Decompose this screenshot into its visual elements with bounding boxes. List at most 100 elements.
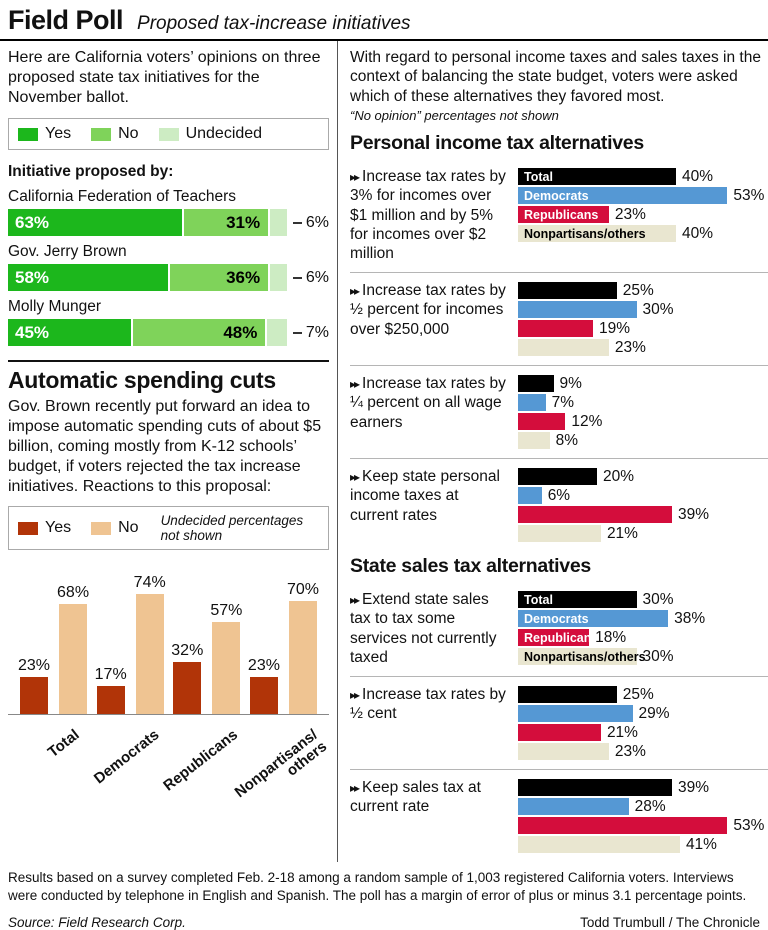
yes-swatch-icon bbox=[18, 521, 38, 535]
leader-tick-icon bbox=[292, 331, 302, 334]
yes-value: 23% bbox=[247, 656, 280, 674]
bar-group-democrats: 17% 74% bbox=[95, 574, 166, 714]
republicans-bar bbox=[518, 724, 601, 742]
total-bar bbox=[518, 282, 617, 300]
yes-value: 63% bbox=[15, 212, 50, 232]
no-bar bbox=[59, 603, 88, 714]
bar-inner-label: Total bbox=[524, 169, 553, 184]
bar-value: 38% bbox=[674, 609, 706, 627]
leader-tick-icon bbox=[292, 276, 302, 279]
bar-value: 40% bbox=[682, 224, 714, 242]
initiative-row: California Federation of Teachers 63% 31… bbox=[8, 188, 329, 236]
question-label: ▸▸ Keep sales tax at current rate bbox=[350, 778, 518, 853]
initiative-row: Gov. Jerry Brown 58% 36% 6% bbox=[8, 243, 329, 291]
democrats-bar: Democrats bbox=[518, 610, 669, 628]
bar-value: 30% bbox=[642, 300, 674, 318]
legend-yes-label: Yes bbox=[45, 519, 72, 536]
undecided-segment bbox=[270, 209, 287, 236]
question-text: Extend state sales tax to tax some servi… bbox=[350, 591, 497, 666]
bar-value: 8% bbox=[555, 431, 578, 449]
bar-value: 21% bbox=[606, 723, 638, 741]
bar-value: 20% bbox=[603, 467, 635, 485]
yes-bar bbox=[173, 662, 202, 714]
bar-group-nonpartisans: 23% 70% bbox=[248, 581, 319, 714]
sales-tax-heading: State sales tax alternatives bbox=[350, 555, 591, 578]
bar-value: 7% bbox=[551, 393, 575, 411]
nonpartisans-bar bbox=[518, 743, 609, 761]
question-label: ▸▸ Extend state sales tax to tax some ser… bbox=[350, 590, 518, 667]
legend-note: Undecided percentages not shown bbox=[160, 513, 304, 543]
question-text: Keep sales tax at current rate bbox=[350, 779, 481, 816]
double-arrow-icon: ▸▸ bbox=[350, 593, 360, 608]
no-segment: 31% bbox=[183, 209, 271, 236]
bar-value: 23% bbox=[614, 205, 646, 223]
undecided-value: 6% bbox=[305, 268, 329, 286]
no-swatch-icon bbox=[91, 127, 112, 141]
bar-value: 25% bbox=[622, 685, 654, 703]
bar-value: 40% bbox=[682, 167, 714, 185]
republicans-bar bbox=[518, 506, 673, 524]
nonpartisans-bar bbox=[518, 836, 680, 854]
total-bar: Total bbox=[518, 168, 676, 186]
democrats-bar bbox=[518, 301, 637, 319]
bar-value: 12% bbox=[571, 412, 603, 430]
republicans-bar bbox=[518, 817, 728, 835]
no-value: 70% bbox=[286, 580, 319, 598]
stacked-bar-row: 45% 48% 7% bbox=[8, 319, 329, 346]
total-bar bbox=[518, 686, 617, 704]
stacked-bar: 45% 48% bbox=[8, 319, 287, 346]
no-segment: 48% bbox=[133, 319, 268, 346]
initiative-header: Initiative proposed by: bbox=[8, 163, 174, 180]
question-group: ▸▸ Increase tax rates by ¼ percent on all… bbox=[350, 365, 768, 458]
question-text: Keep state personal income taxes at curr… bbox=[350, 468, 500, 524]
nonpartisans-bar bbox=[518, 432, 550, 450]
yes-bar bbox=[20, 676, 49, 714]
yes-segment: 58% bbox=[8, 264, 170, 291]
yes-segment: 63% bbox=[8, 209, 184, 236]
ballot-intro-text: Here are California voters’ opinions on … bbox=[8, 49, 321, 106]
democrats-bar: Democrats bbox=[518, 187, 728, 205]
initiative-name: California Federation of Teachers bbox=[8, 188, 237, 205]
bar-set: 25% 29% 21% 23% bbox=[518, 685, 768, 761]
bar-inner-label: Nonpartisans/others bbox=[524, 226, 646, 241]
leader-tick-icon bbox=[292, 221, 302, 224]
question-label: ▸▸ Keep state personal income taxes at cu… bbox=[350, 467, 518, 542]
yes-value: 32% bbox=[171, 642, 204, 660]
double-arrow-icon: ▸▸ bbox=[350, 470, 360, 485]
axis-label: Republicans bbox=[160, 726, 242, 795]
question-label: ▸▸ Increase tax rates by ½ cent bbox=[350, 685, 518, 760]
bar-value: 18% bbox=[595, 628, 627, 646]
no-swatch-icon bbox=[91, 521, 112, 535]
initiative-row: Molly Munger 45% 48% 7% bbox=[8, 298, 329, 346]
question-group: ▸▸ Increase tax rates by ½ cent 25% 29% 2… bbox=[350, 676, 768, 769]
left-column: Here are California voters’ opinions on … bbox=[0, 41, 337, 862]
no-value: 57% bbox=[210, 601, 243, 619]
yes-value: 58% bbox=[15, 267, 50, 287]
republicans-bar: Republicans bbox=[518, 629, 598, 647]
double-arrow-icon: ▸▸ bbox=[350, 377, 360, 392]
spending-cuts-section: Automatic spending cuts Gov. Brown recen… bbox=[8, 360, 330, 801]
double-arrow-icon: ▸▸ bbox=[350, 284, 360, 299]
legend-item-yes: Yes bbox=[18, 125, 71, 143]
nonpartisans-bar: Nonpartisans/others bbox=[518, 648, 646, 666]
bar-value: 19% bbox=[599, 319, 631, 337]
bar-value: 9% bbox=[559, 374, 582, 392]
question-group: ▸▸ Extend state sales tax to tax some ser… bbox=[350, 582, 768, 676]
undecided-swatch-icon bbox=[158, 127, 179, 141]
yes-value: 17% bbox=[94, 666, 127, 684]
question-text: Increase tax rates by ½ percent for inco… bbox=[350, 282, 506, 338]
bar-value: 53% bbox=[733, 186, 765, 204]
legend-item-no: No bbox=[91, 125, 139, 143]
question-group: ▸▸ Keep sales tax at current rate 39% 28%… bbox=[350, 769, 768, 862]
republicans-bar: Republicans bbox=[518, 206, 609, 224]
spending-cuts-intro: Gov. Brown recently put forward an idea … bbox=[8, 398, 322, 495]
main-columns: Here are California voters’ opinions on … bbox=[0, 41, 768, 863]
bar-inner-label: Democrats bbox=[524, 188, 589, 203]
bar-value: 30% bbox=[642, 590, 674, 608]
question-label: ▸▸ Increase tax rates by ½ percent for in… bbox=[350, 281, 518, 356]
total-bar: Total bbox=[518, 591, 637, 609]
yes-bar bbox=[96, 686, 125, 714]
question-label: ▸▸ Increase tax rates by 3% for incomes o… bbox=[350, 167, 518, 263]
question-group: ▸▸ Keep state personal income taxes at cu… bbox=[350, 458, 768, 551]
legend-undecided-label: Undecided bbox=[185, 125, 263, 142]
